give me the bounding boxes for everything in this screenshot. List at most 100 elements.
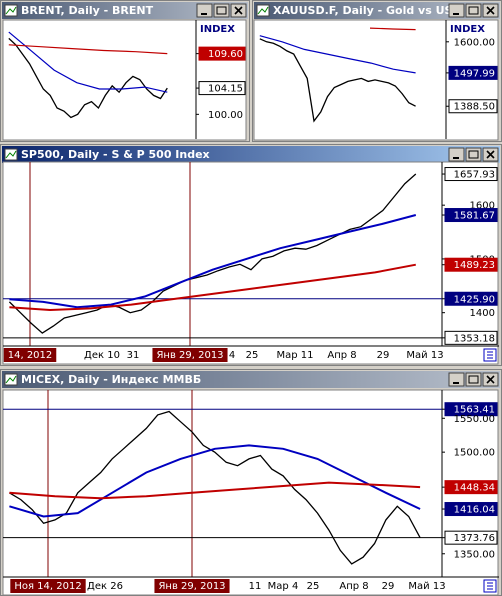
price-label-box — [198, 46, 246, 61]
price-label: 100.00 — [208, 110, 243, 121]
price-label: 1400 — [470, 308, 495, 319]
title-bar — [2, 371, 500, 388]
moving-average — [259, 35, 416, 74]
price-line — [9, 410, 421, 565]
price-label: 1550.00 — [454, 414, 495, 425]
window-button-max[interactable] — [465, 3, 482, 18]
title-bar — [254, 2, 500, 19]
date-label: 4 — [229, 350, 235, 361]
cursor-date-box — [3, 348, 57, 362]
button-glyph — [486, 6, 495, 15]
title-bar — [2, 2, 248, 19]
button-glyph — [486, 150, 495, 159]
price-label-box — [444, 402, 498, 417]
chart-area — [2, 19, 247, 141]
window-button-min[interactable] — [448, 147, 465, 162]
price-label: 1489.23 — [454, 260, 495, 271]
window-button-min[interactable] — [196, 3, 213, 18]
cursor-date-label: Янв 29, 2013 — [158, 581, 225, 592]
price-label: 1600 — [470, 201, 495, 212]
cursor-date-label: Янв 29, 2013 — [156, 350, 223, 361]
button-glyph — [468, 6, 479, 15]
price-label-box — [448, 65, 498, 80]
date-label: 11 — [249, 581, 262, 592]
price-label: 1416.04 — [454, 505, 495, 516]
cursor-date-box — [154, 579, 230, 593]
price-label: 1373.76 — [454, 533, 495, 544]
window-icon-line — [5, 375, 17, 384]
price-label: 1353.18 — [454, 333, 495, 344]
button-glyph — [468, 150, 479, 159]
price-label-box — [444, 480, 498, 495]
window-icon-line — [5, 150, 17, 159]
date-label: Мар 4 — [268, 581, 299, 592]
price-label: 1581.67 — [454, 211, 495, 222]
window-title: BRENT, Daily - BRENT — [21, 4, 154, 17]
window-button-min[interactable] — [448, 3, 465, 18]
button-glyph — [468, 375, 479, 384]
price-label: 1425.90 — [454, 294, 495, 305]
moving-average — [9, 444, 421, 518]
date-label: Дек 26 — [87, 581, 123, 592]
price-label-box — [444, 208, 498, 223]
chart-area — [2, 161, 499, 365]
price-line — [8, 37, 168, 119]
price-label: 1657.93 — [454, 170, 495, 181]
window-button-min[interactable] — [448, 372, 465, 387]
moving-average — [8, 44, 168, 55]
price-label: 1563.41 — [454, 405, 495, 416]
price-line — [8, 173, 417, 334]
moving-average — [9, 263, 416, 312]
cursor-date-box — [152, 348, 228, 362]
price-label-box — [444, 502, 498, 517]
price-label: 109.60 — [208, 49, 243, 60]
date-label: Мар 11 — [276, 350, 313, 361]
moving-average — [369, 27, 416, 31]
moving-average — [9, 481, 421, 500]
price-label: 1388.50 — [454, 102, 495, 113]
chart-area — [2, 389, 499, 596]
price-label: 104.15 — [208, 84, 243, 95]
date-label: 25 — [246, 350, 259, 361]
window-icon-line — [5, 6, 17, 15]
window-title: SP500, Daily - S & P 500 Index — [21, 148, 210, 161]
price-label-box — [444, 530, 498, 545]
price-label: 1448.34 — [454, 483, 495, 494]
window-button-max[interactable] — [213, 3, 230, 18]
price-label: 1600.00 — [454, 37, 495, 48]
title-bar — [2, 146, 500, 163]
date-label: 29 — [382, 581, 395, 592]
window-button-max[interactable] — [465, 147, 482, 162]
date-label: Апр 8 — [339, 581, 368, 592]
window-icon-line — [257, 6, 269, 15]
price-axis-header: INDEX — [200, 24, 235, 35]
price-label-box — [444, 167, 498, 182]
cursor-date-box — [10, 579, 86, 593]
price-line — [259, 38, 416, 123]
price-label-box — [444, 330, 498, 345]
button-glyph — [234, 6, 243, 15]
price-label-box — [444, 257, 498, 272]
cursor-date-label: 14, 2012 — [8, 350, 53, 361]
date-label: Дек 10 — [84, 350, 120, 361]
date-label: Май 13 — [406, 350, 443, 361]
window-title: XAUUSD.F, Daily - Gold vs US — [273, 4, 453, 17]
price-label-box — [444, 291, 498, 306]
date-label: Апр 8 — [327, 350, 356, 361]
moving-average — [9, 214, 417, 309]
price-label-box — [198, 81, 246, 96]
cursor-date-label: Ноя 14, 2012 — [14, 581, 81, 592]
moving-average — [8, 31, 168, 93]
axis-toggle-glyph — [487, 351, 493, 359]
price-label: 1497.99 — [454, 68, 495, 79]
price-label: 1500.00 — [454, 448, 495, 459]
date-label: 29 — [377, 350, 390, 361]
date-label: Май 13 — [408, 581, 445, 592]
button-glyph — [486, 375, 495, 384]
price-label: 1350.00 — [454, 549, 495, 560]
axis-toggle-glyph — [487, 582, 493, 590]
window-button-max[interactable] — [465, 372, 482, 387]
button-glyph — [216, 6, 227, 15]
date-label: 25 — [307, 581, 320, 592]
